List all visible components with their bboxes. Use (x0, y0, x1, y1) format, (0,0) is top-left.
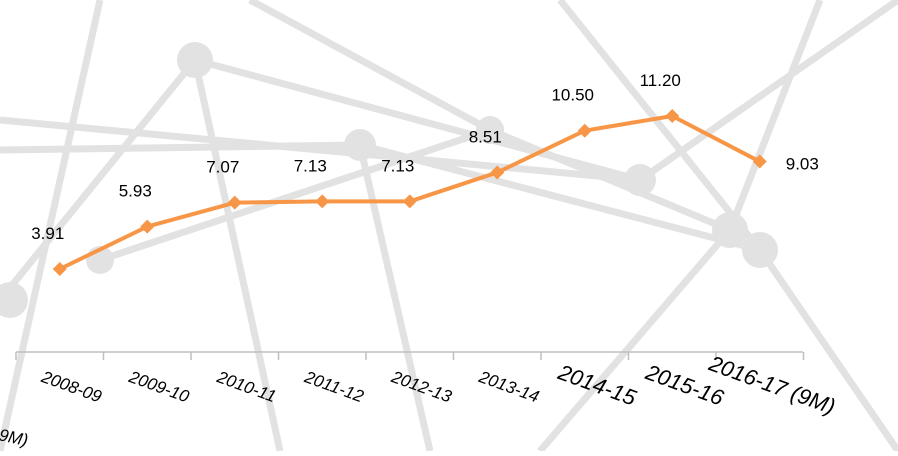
marker (52, 262, 67, 276)
x-tick-label: 2009-10 (126, 367, 193, 407)
data-label: 9.03 (786, 155, 819, 174)
marker (665, 109, 680, 123)
data-label: 10.50 (551, 86, 594, 105)
data-label: 3.91 (31, 224, 64, 243)
marker (140, 219, 155, 234)
data-label: 7.13 (381, 156, 414, 175)
x-tick-label: 2010-11 (214, 367, 279, 406)
data-label: 5.93 (119, 182, 152, 201)
marker (315, 194, 330, 209)
x-tick-label: 2008-09 (38, 367, 105, 407)
marker (577, 123, 592, 138)
x-tick-label: 2014-15 (554, 359, 640, 411)
data-label: 8.51 (469, 127, 502, 146)
data-label: 7.07 (206, 158, 239, 177)
data-label: 7.13 (294, 156, 327, 175)
marker (490, 165, 505, 180)
x-tick-label: 2011-12 (301, 367, 366, 406)
marker (227, 195, 242, 210)
data-label: 11.20 (640, 71, 681, 90)
x-tick-label: 2016-17 (9M) (705, 350, 839, 419)
marker (402, 194, 417, 209)
x-tick-label: 2013-14 (476, 367, 542, 407)
marker (752, 154, 767, 169)
